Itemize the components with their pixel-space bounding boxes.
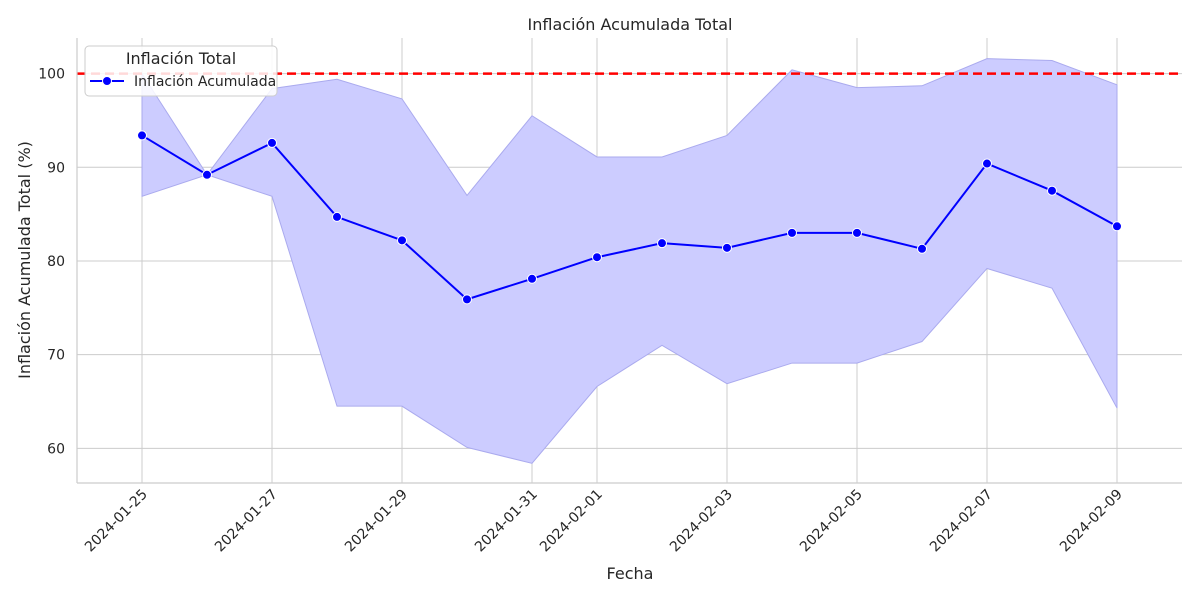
legend-entry-label: Inflación Acumulada [134,74,276,90]
data-point [852,227,862,238]
legend: Inflación Total Inflación Acumulada [84,45,278,97]
x-axis-label: Fecha [607,564,654,583]
y-tick-label: 80 [47,254,65,270]
data-point [332,211,342,222]
data-point [592,252,602,263]
legend-box [84,45,278,97]
confidence-band-area [141,58,1118,464]
axes [76,38,1182,484]
data-point [527,273,537,284]
data-point [267,137,277,148]
y-tick-label: 60 [47,441,65,457]
chart-title: Inflación Acumulada Total [528,15,733,34]
data-point [202,169,212,180]
data-point [462,294,472,305]
series-line [141,134,1118,301]
data-point [982,158,992,169]
series-layer [137,130,1122,305]
data-point [1112,221,1122,232]
legend-marker-swatch [102,76,112,86]
data-point [397,235,407,246]
data-point [1047,185,1057,196]
data-point [917,243,927,254]
y-tick-label: 100 [38,67,65,83]
y-axis-label: Inflación Acumulada Total (%) [15,141,34,379]
data-point [787,227,797,238]
legend-title: Inflación Total [126,49,236,68]
y-tick-label: 70 [47,348,65,364]
y-tick-label: 90 [47,160,65,176]
data-point [137,130,147,141]
data-point [657,238,667,249]
data-point [722,242,732,253]
confidence-band [141,58,1118,464]
